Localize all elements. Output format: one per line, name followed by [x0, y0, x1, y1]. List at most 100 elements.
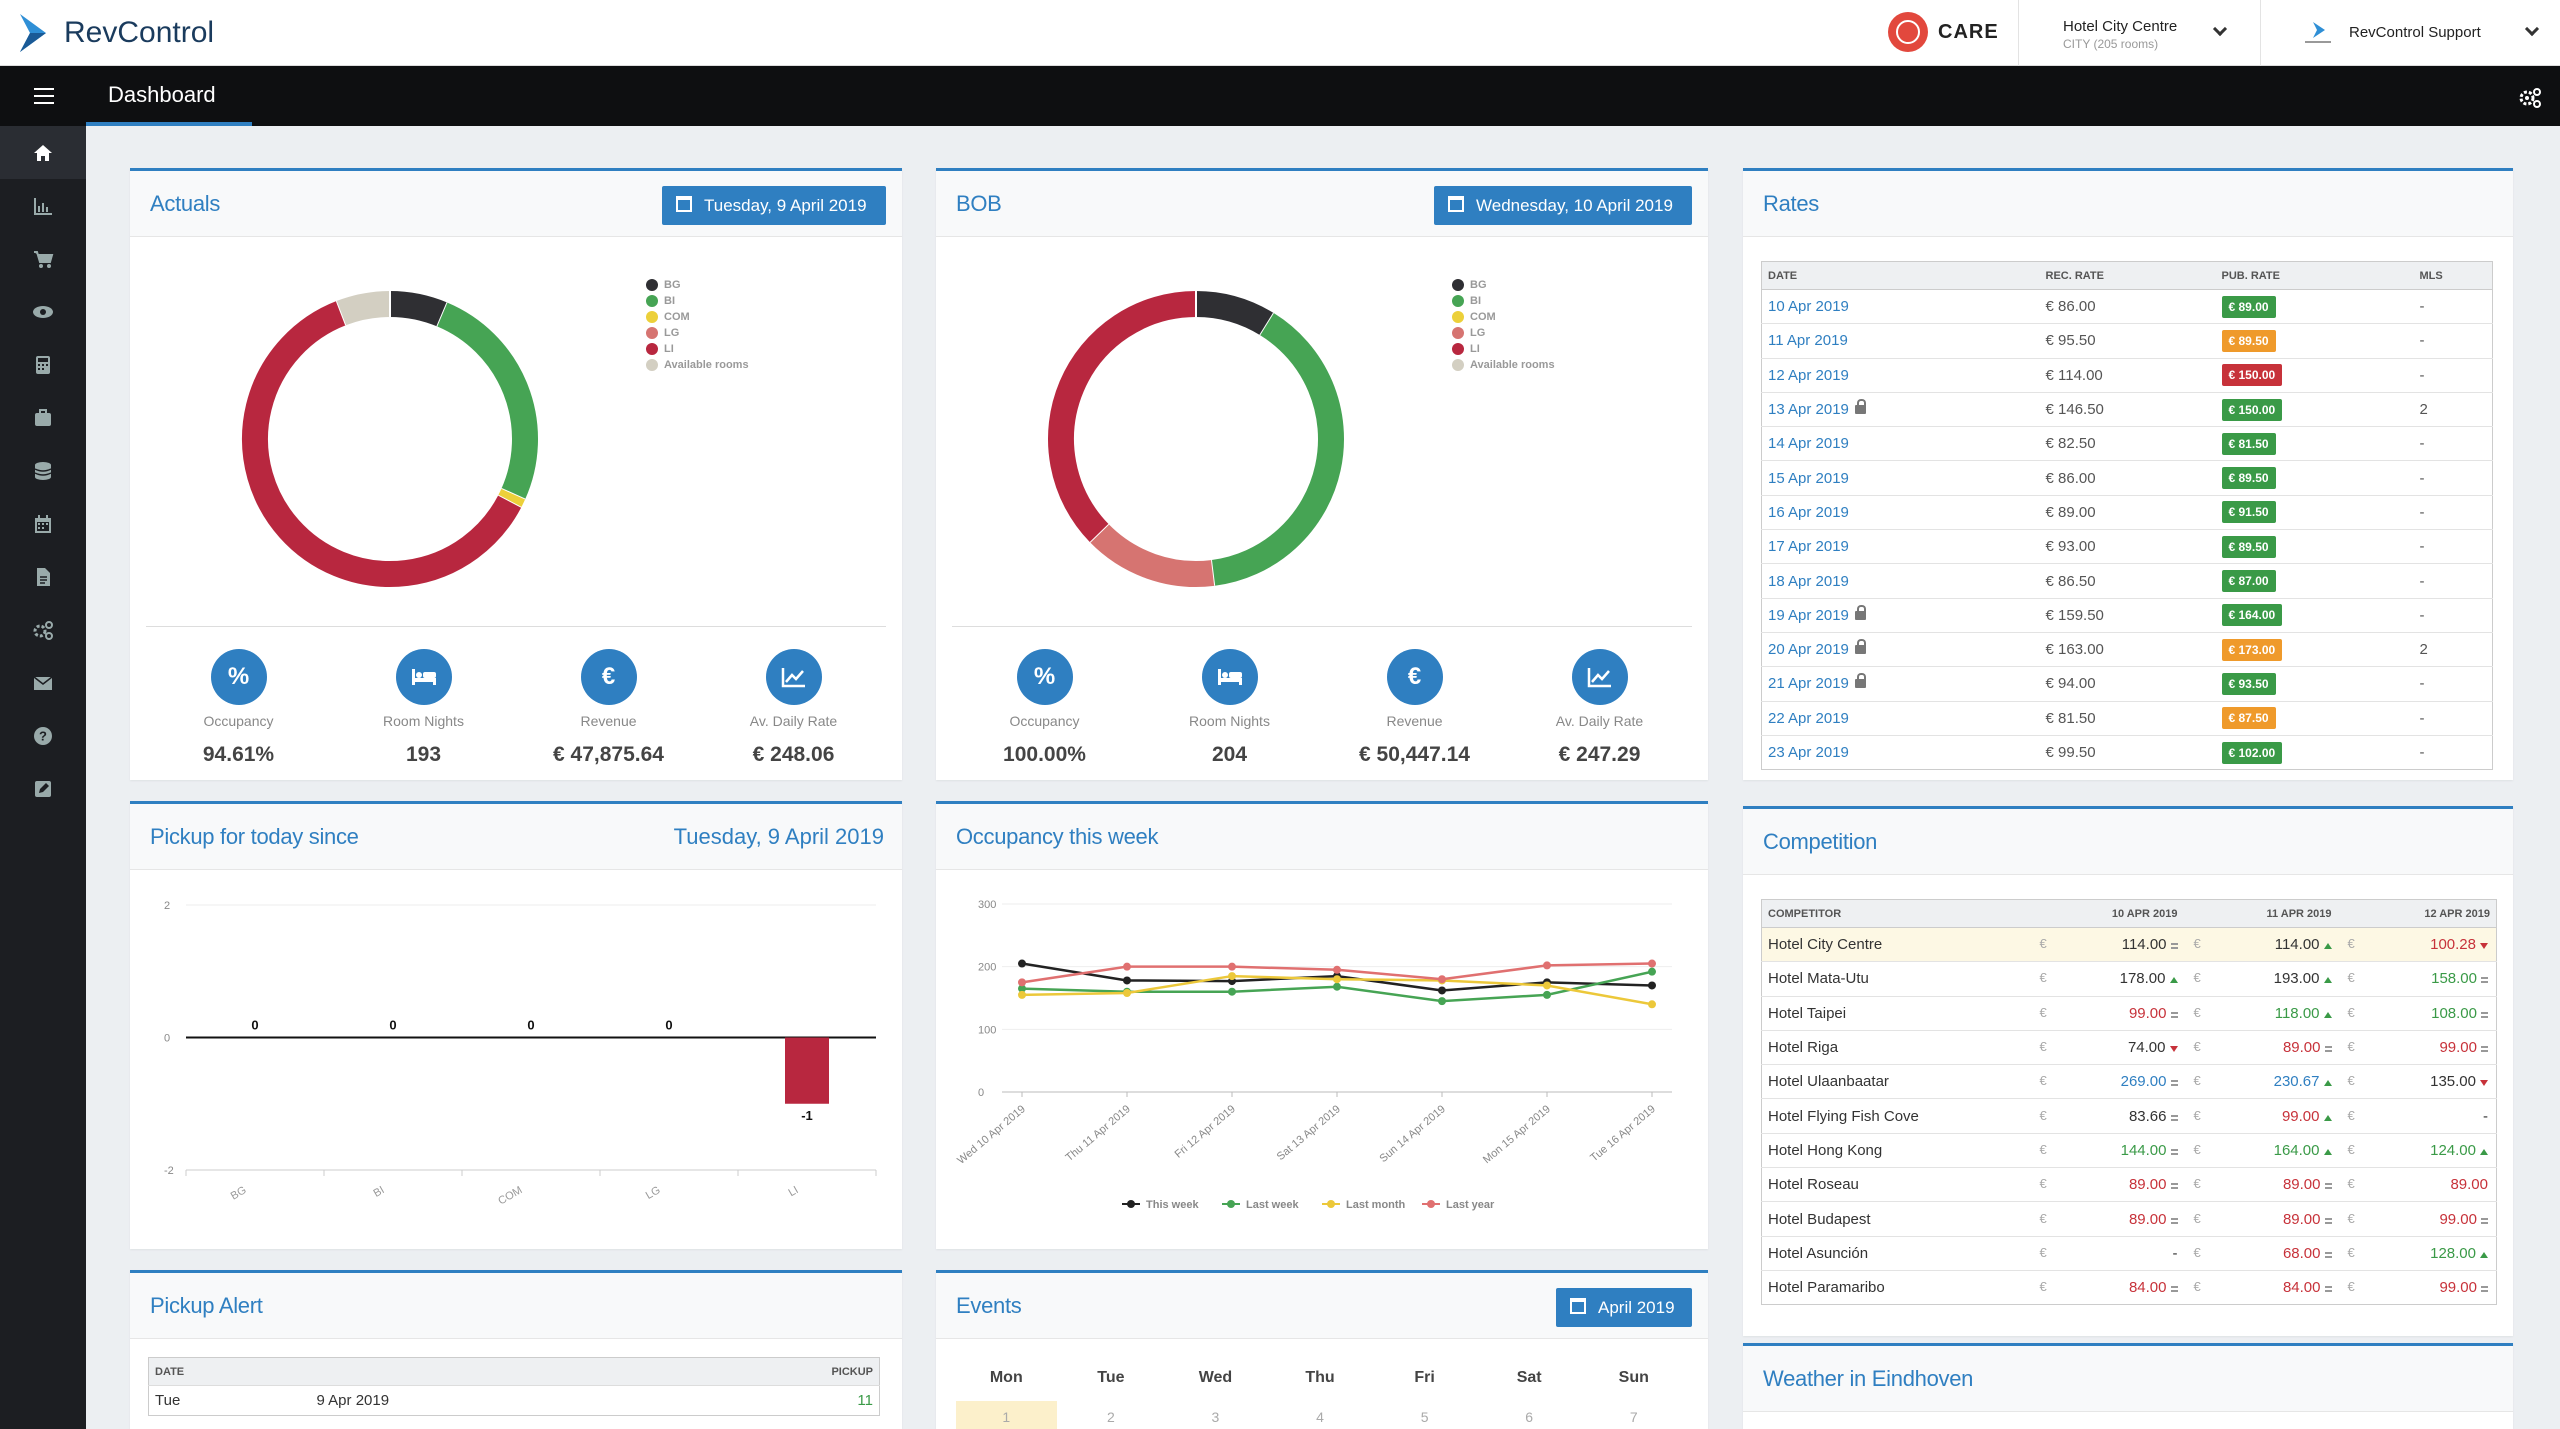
data-point[interactable]: [1018, 978, 1026, 987]
competitor-rate[interactable]: €99.00: [2339, 1029, 2497, 1065]
pub-rate[interactable]: € 89.50: [2221, 323, 2420, 359]
table-row[interactable]: 13 Apr 2019 € 146.50 € 150.00 2: [1761, 391, 2493, 427]
table-row[interactable]: 19 Apr 2019 € 159.50 € 164.00 -: [1761, 597, 2493, 633]
calendar-day[interactable]: 5: [1420, 1409, 1429, 1425]
pub-rate[interactable]: € 81.50: [2221, 426, 2420, 461]
donut-slice-li[interactable]: [242, 300, 522, 587]
table-row[interactable]: Hotel City Centre €114.00 €114.00 €100.28: [1761, 926, 2497, 962]
legend-item[interactable]: Available rooms: [1452, 357, 1555, 373]
rate-date[interactable]: 11 Apr 2019: [1761, 323, 2046, 359]
donut-slice-bi[interactable]: [1210, 313, 1344, 586]
bar-li[interactable]: [785, 1037, 829, 1104]
data-point[interactable]: [1648, 967, 1656, 976]
legend-item[interactable]: COM: [1452, 309, 1555, 325]
hotel-selector[interactable]: Hotel City Centre CITY (205 rooms): [2018, 0, 2258, 66]
pub-rate[interactable]: € 87.00: [2221, 563, 2420, 599]
bob-date-button[interactable]: Wednesday, 10 April 2019: [1434, 186, 1692, 225]
rate-date[interactable]: 10 Apr 2019: [1761, 288, 2046, 324]
rate-date[interactable]: 20 Apr 2019: [1761, 631, 2046, 667]
donut-slice-com[interactable]: [498, 488, 526, 508]
legend-label[interactable]: Last week: [1246, 1199, 1299, 1211]
competitor-rate[interactable]: €164.00: [2185, 1132, 2340, 1168]
table-row[interactable]: Hotel Mata-Utu €178.00 €193.00 €158.00: [1761, 961, 2497, 997]
table-row[interactable]: Hotel Hong Kong €144.00 €164.00 €124.00: [1761, 1132, 2497, 1168]
calendar-day[interactable]: 2: [1106, 1409, 1115, 1425]
data-point[interactable]: [1228, 972, 1236, 981]
sidebar-item-calendar[interactable]: [0, 497, 86, 550]
competitor-rate[interactable]: €144.00: [2031, 1132, 2186, 1168]
rate-date-link[interactable]: 18 Apr 2019: [1768, 572, 1849, 590]
rate-date-link[interactable]: 19 Apr 2019: [1768, 606, 1849, 624]
rate-date[interactable]: 23 Apr 2019: [1761, 734, 2046, 770]
data-point[interactable]: [1123, 962, 1131, 971]
competitor-rate[interactable]: €89.00: [2185, 1167, 2340, 1202]
data-point[interactable]: [1333, 975, 1341, 984]
table-row[interactable]: 23 Apr 2019 € 99.50 € 102.00 -: [1761, 734, 2493, 770]
competitor-rate[interactable]: €83.66: [2031, 1098, 2186, 1134]
rate-date-link[interactable]: 15 Apr 2019: [1768, 469, 1849, 487]
rate-date-link[interactable]: 16 Apr 2019: [1768, 503, 1849, 521]
menu-icon[interactable]: [34, 88, 54, 104]
table-row[interactable]: Hotel Asunción € - €68.00 €128.00: [1761, 1235, 2497, 1271]
data-point[interactable]: [1648, 1000, 1656, 1009]
data-point[interactable]: [1018, 990, 1026, 999]
legend-label[interactable]: Last year: [1446, 1199, 1495, 1211]
donut-slice-bi[interactable]: [437, 302, 538, 500]
legend-item[interactable]: LG: [646, 325, 749, 341]
pub-rate[interactable]: € 150.00: [2221, 357, 2420, 393]
pub-rate[interactable]: € 91.50: [2221, 494, 2420, 530]
calendar-day[interactable]: 7: [1629, 1409, 1638, 1425]
legend-item[interactable]: BG: [646, 277, 749, 293]
data-point[interactable]: [1333, 965, 1341, 974]
sidebar-item-question[interactable]: ?: [0, 709, 86, 762]
rate-date-link[interactable]: 14 Apr 2019: [1768, 435, 1849, 453]
data-point[interactable]: [1648, 981, 1656, 990]
donut-slice-li[interactable]: [1048, 291, 1197, 543]
competitor-rate[interactable]: €68.00: [2185, 1235, 2340, 1271]
competitor-rate[interactable]: €108.00: [2339, 995, 2497, 1031]
table-row[interactable]: 22 Apr 2019 € 81.50 € 87.50 -: [1761, 700, 2493, 736]
donut-slice-lg[interactable]: [1089, 523, 1215, 587]
calendar-day[interactable]: 4: [1316, 1409, 1324, 1425]
data-point[interactable]: [1438, 986, 1446, 995]
data-point[interactable]: [1438, 975, 1446, 984]
competitor-rate[interactable]: €118.00: [2185, 995, 2340, 1031]
competitor-rate[interactable]: €84.00: [2185, 1269, 2340, 1305]
care-link[interactable]: CARE: [1888, 12, 1999, 52]
competitor-rate[interactable]: €178.00: [2031, 961, 2186, 997]
rate-date[interactable]: 22 Apr 2019: [1761, 700, 2046, 736]
table-row[interactable]: 20 Apr 2019 € 163.00 € 173.00 2: [1761, 631, 2493, 667]
data-point[interactable]: [1333, 982, 1341, 991]
table-row[interactable]: 10 Apr 2019 € 86.00 € 89.00 -: [1761, 288, 2493, 324]
legend-item[interactable]: BI: [646, 293, 749, 309]
table-row[interactable]: 18 Apr 2019 € 86.50 € 87.00 -: [1761, 563, 2493, 599]
competitor-rate[interactable]: € -: [2031, 1235, 2186, 1271]
data-point[interactable]: [1543, 961, 1551, 970]
table-row[interactable]: Hotel Flying Fish Cove €83.66 €99.00 € -: [1761, 1098, 2497, 1134]
table-row[interactable]: Hotel Budapest €89.00 €89.00 €99.00: [1761, 1201, 2497, 1237]
table-row[interactable]: Hotel Riga €74.00 €89.00 €99.00: [1761, 1029, 2497, 1065]
rate-date[interactable]: 18 Apr 2019: [1761, 563, 2046, 599]
rate-date[interactable]: 17 Apr 2019: [1761, 529, 2046, 564]
competitor-rate[interactable]: €114.00: [2031, 926, 2186, 962]
table-row[interactable]: 11 Apr 2019 € 95.50 € 89.50 -: [1761, 323, 2493, 359]
competitor-rate[interactable]: €135.00: [2339, 1064, 2497, 1099]
competitor-rate[interactable]: €89.00: [2031, 1201, 2186, 1237]
competitor-rate[interactable]: €193.00: [2185, 961, 2340, 997]
rate-date-link[interactable]: 12 Apr 2019: [1768, 366, 1849, 384]
competitor-rate[interactable]: €128.00: [2339, 1235, 2497, 1271]
sidebar-item-calculator[interactable]: [0, 338, 86, 391]
legend-item[interactable]: LI: [1452, 341, 1555, 357]
calendar-day[interactable]: 6: [1525, 1409, 1534, 1425]
sidebar-item-cart[interactable]: [0, 232, 86, 285]
sidebar-item-edit[interactable]: [0, 762, 86, 815]
rate-date-link[interactable]: 23 Apr 2019: [1768, 744, 1849, 761]
competitor-rate[interactable]: €99.00: [2185, 1098, 2340, 1134]
sidebar-item-document[interactable]: [0, 550, 86, 603]
rate-date-link[interactable]: 21 Apr 2019: [1768, 675, 1849, 693]
donut-slice-available-rooms[interactable]: [336, 291, 391, 326]
table-row[interactable]: Tue 9 Apr 2019 11: [148, 1385, 880, 1416]
legend-item[interactable]: BG: [1452, 277, 1555, 293]
competitor-rate[interactable]: €99.00: [2339, 1269, 2497, 1305]
rate-date-link[interactable]: 10 Apr 2019: [1768, 298, 1849, 316]
